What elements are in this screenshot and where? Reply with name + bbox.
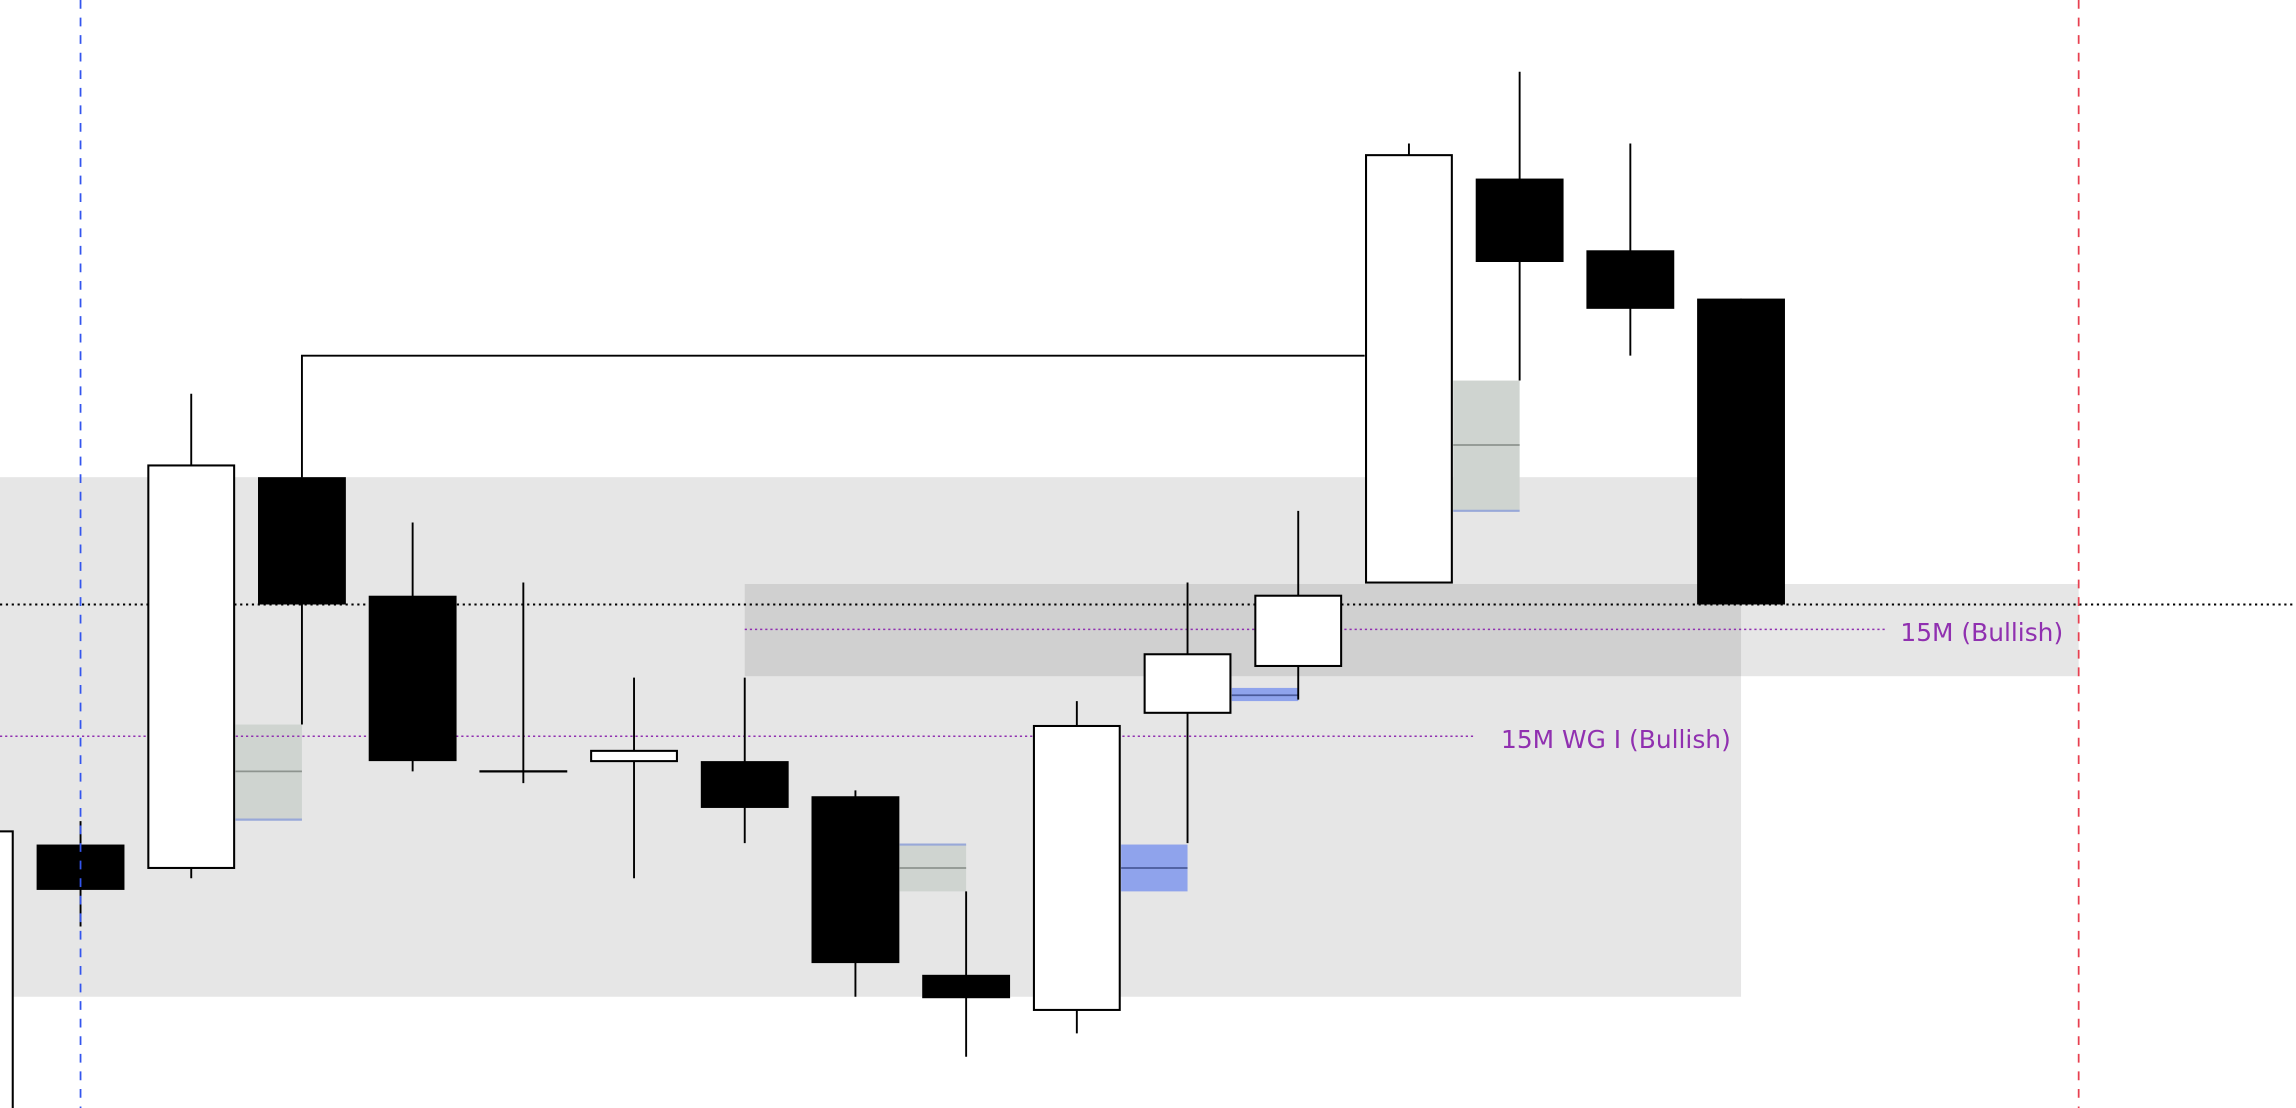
candle-body	[811, 796, 900, 964]
zone-overlap-rect	[744, 584, 1742, 677]
candle-body	[0, 830, 14, 1108]
candle-body	[147, 464, 236, 869]
candle-body	[1032, 724, 1121, 1011]
connector-line	[300, 354, 1365, 478]
candle-body	[1365, 154, 1453, 584]
candle-body	[700, 761, 789, 808]
level-label-15m-bullish: 15M (Bullish)	[1900, 618, 2063, 647]
candle-body	[368, 595, 457, 762]
candle-body	[590, 749, 678, 763]
candle-body	[1254, 594, 1343, 667]
candle-body	[1143, 653, 1232, 714]
level-label-15m-wg-bullish: 15M WG I (Bullish)	[1501, 725, 1731, 754]
candle-body	[922, 974, 1011, 999]
candle-body	[258, 477, 346, 605]
candle-body	[1475, 178, 1564, 262]
candle-body	[1586, 250, 1675, 309]
gap-boxes-layer	[235, 380, 1520, 892]
candles-layer	[0, 71, 1785, 1108]
candle-body	[1697, 298, 1785, 605]
